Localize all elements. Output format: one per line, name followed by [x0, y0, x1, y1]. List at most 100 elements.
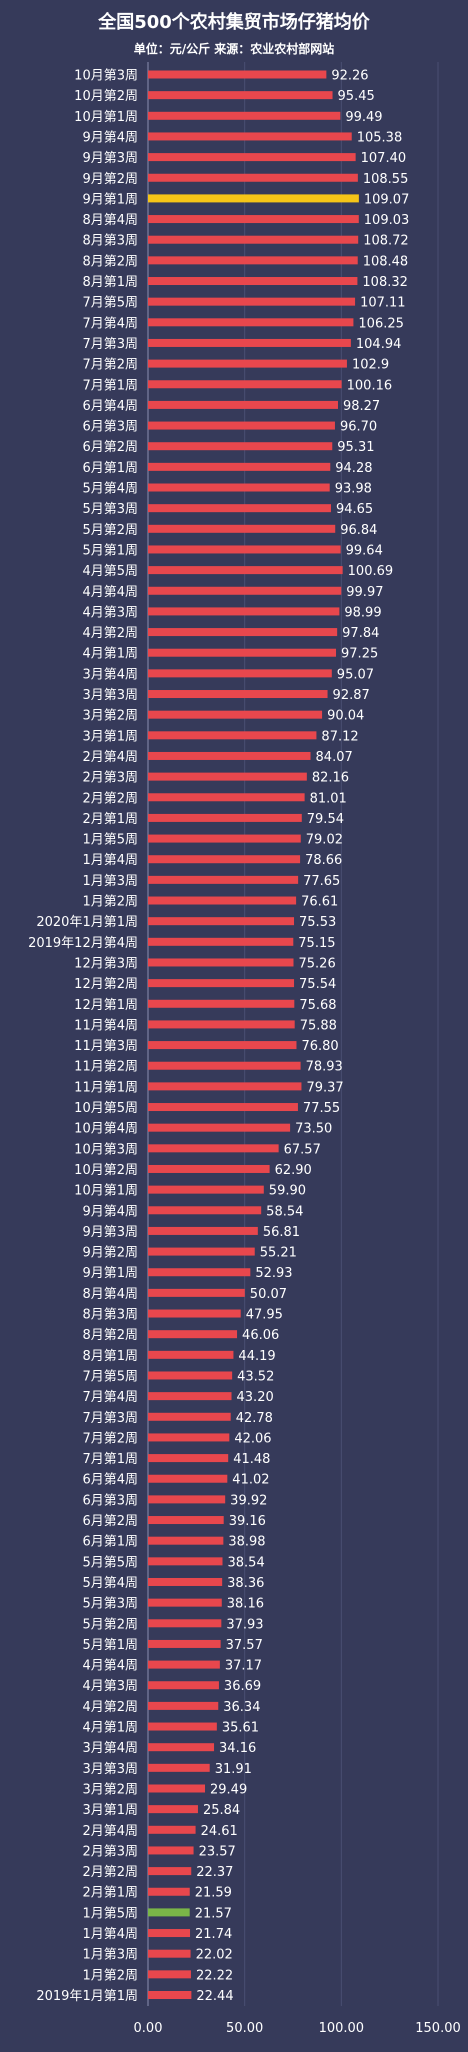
category-label: 1月第5周 — [82, 1906, 138, 1921]
bar — [148, 256, 358, 265]
value-label: 44.19 — [238, 1349, 275, 1364]
value-label: 41.48 — [233, 1452, 270, 1467]
value-label: 21.74 — [195, 1927, 232, 1942]
value-label: 37.93 — [226, 1617, 263, 1632]
value-label: 36.34 — [223, 1700, 260, 1715]
category-label: 3月第3周 — [82, 1762, 138, 1777]
bar — [148, 1619, 222, 1628]
value-label: 109.07 — [364, 192, 410, 207]
value-label: 82.16 — [312, 771, 349, 786]
category-label: 9月第1周 — [82, 192, 138, 207]
value-label: 22.02 — [196, 1948, 233, 1963]
value-label: 95.45 — [338, 89, 375, 104]
x-tick-label: 100.00 — [319, 2021, 365, 2036]
value-label: 37.17 — [225, 1659, 262, 1674]
category-label: 3月第2周 — [82, 709, 138, 724]
bar — [148, 1516, 224, 1525]
bar — [148, 1701, 219, 1710]
category-label: 9月第4周 — [82, 130, 138, 145]
value-label: 81.01 — [310, 791, 347, 806]
category-label: 9月第2周 — [82, 172, 138, 187]
category-label: 2月第1周 — [82, 1886, 138, 1901]
value-label: 109.03 — [364, 213, 410, 228]
category-label: 6月第1周 — [82, 1535, 138, 1550]
category-label: 3月第3周 — [82, 688, 138, 703]
value-label: 75.53 — [299, 915, 336, 930]
category-label: 1月第3周 — [82, 1948, 138, 1963]
bar — [148, 896, 297, 905]
bar — [148, 235, 359, 244]
bar — [148, 1887, 190, 1896]
category-label: 2月第3周 — [82, 1844, 138, 1859]
bar — [148, 566, 343, 575]
category-label: 4月第2周 — [82, 626, 138, 641]
bar — [148, 504, 331, 513]
category-label: 9月第2周 — [82, 1246, 138, 1261]
bar — [148, 1123, 291, 1132]
value-label: 55.21 — [260, 1246, 297, 1261]
value-label: 39.92 — [230, 1493, 267, 1508]
bar — [148, 1268, 251, 1277]
value-label: 22.44 — [196, 1989, 233, 2004]
value-label: 75.68 — [299, 998, 336, 1013]
value-label: 76.80 — [301, 1039, 338, 1054]
value-label: 43.20 — [237, 1390, 274, 1405]
bar — [148, 1660, 220, 1669]
value-label: 107.11 — [360, 296, 406, 311]
value-label: 100.69 — [348, 564, 394, 579]
bar — [148, 1929, 191, 1938]
value-label: 75.54 — [299, 977, 336, 992]
bar — [148, 607, 340, 616]
category-label: 1月第2周 — [82, 1968, 138, 1983]
category-label: 3月第2周 — [82, 1782, 138, 1797]
bar — [148, 1784, 206, 1793]
bar — [148, 1536, 224, 1545]
category-label: 6月第4周 — [82, 1473, 138, 1488]
category-label: 7月第1周 — [82, 1452, 138, 1467]
value-label: 107.40 — [361, 151, 407, 166]
category-label: 8月第3周 — [82, 234, 138, 249]
value-label: 108.32 — [362, 275, 408, 290]
value-label: 98.27 — [343, 399, 380, 414]
value-label: 106.25 — [358, 316, 404, 331]
category-label: 8月第4周 — [82, 1287, 138, 1302]
bar — [148, 1763, 210, 1772]
value-label: 52.93 — [255, 1266, 292, 1281]
value-label: 97.25 — [341, 647, 378, 662]
bar — [148, 1309, 241, 1318]
value-label: 92.26 — [331, 69, 368, 84]
value-label: 79.54 — [307, 812, 344, 827]
bar — [148, 875, 299, 884]
bar — [148, 91, 333, 100]
category-label: 4月第4周 — [82, 1659, 138, 1674]
bar — [148, 1061, 301, 1070]
value-label: 76.61 — [301, 895, 338, 910]
value-label: 97.84 — [342, 626, 379, 641]
bar — [148, 70, 327, 79]
bar — [148, 834, 301, 843]
bar — [148, 359, 347, 368]
category-label: 2月第2周 — [82, 791, 138, 806]
bar — [148, 1846, 194, 1855]
category-label: 12月第1周 — [74, 998, 138, 1013]
value-label: 96.84 — [340, 523, 377, 538]
category-label: 2月第2周 — [82, 1865, 138, 1880]
category-label: 2月第1周 — [82, 812, 138, 827]
value-label: 79.37 — [306, 1080, 343, 1095]
value-label: 84.07 — [316, 750, 353, 765]
x-tick-label: 50.00 — [226, 2021, 263, 2036]
category-label: 6月第4周 — [82, 399, 138, 414]
value-label: 39.16 — [229, 1514, 266, 1529]
category-label: 5月第4周 — [82, 1576, 138, 1591]
value-label: 99.49 — [345, 110, 382, 125]
value-label: 35.61 — [222, 1721, 259, 1736]
bar — [148, 937, 294, 946]
value-label: 78.66 — [305, 853, 342, 868]
bar — [148, 1577, 223, 1586]
x-tick-label: 0.00 — [134, 2021, 163, 2036]
bar — [148, 1226, 258, 1235]
bar — [148, 1867, 192, 1876]
value-label: 99.97 — [346, 585, 383, 600]
value-label: 62.90 — [275, 1163, 312, 1178]
bar — [148, 194, 359, 203]
